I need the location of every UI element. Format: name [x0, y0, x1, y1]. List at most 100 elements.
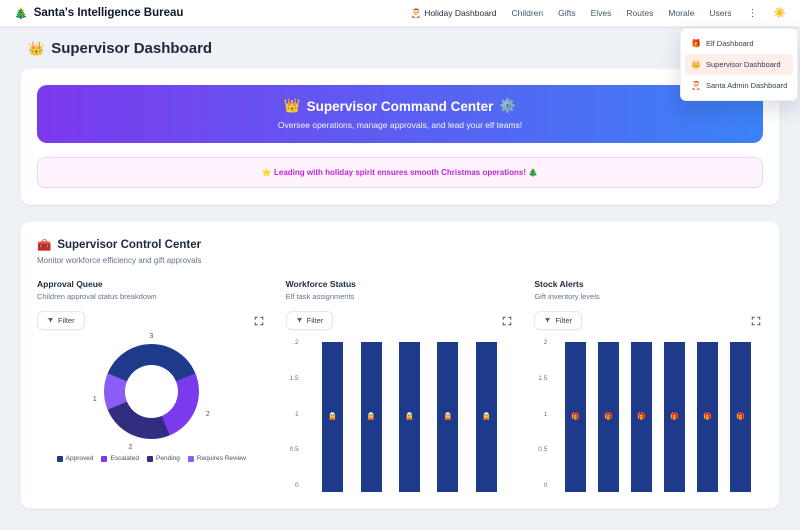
bar[interactable]: 🧝 — [360, 342, 382, 492]
expand-icon — [254, 316, 263, 325]
bar[interactable]: 🎁 — [730, 342, 752, 492]
nav-item-morale[interactable]: Morale — [668, 8, 695, 18]
y-tick: 2 — [543, 339, 548, 346]
expand-icon — [751, 316, 761, 325]
y-tick: 0 — [295, 482, 299, 489]
workforce-bar-chart[interactable]: 2 1.5 1 0.5 0 🧝 🧝 🧝 🧝 🧝 — [286, 339, 515, 492]
command-center-banner: 👑 Supervisor Command Center ⚙️ Oversee o… — [37, 85, 763, 143]
legend-label: Approved — [65, 455, 94, 462]
gift-icon: 🎁 — [691, 39, 701, 48]
y-axis: 2 1.5 1 0.5 0 — [286, 339, 301, 492]
kebab-menu-icon[interactable]: ⋮ — [747, 7, 758, 19]
legend-swatch — [147, 455, 154, 462]
panel-subtitle: Children approval status breakdown — [37, 292, 157, 301]
legend-label: Pending — [156, 455, 180, 462]
bar[interactable]: 🎁 — [697, 342, 719, 492]
elf-icon: 🧝 — [328, 413, 337, 421]
gift-icon: 🎁 — [637, 413, 647, 421]
chart-legend: Approved Escalated Pending Requires Revi… — [37, 455, 266, 462]
dropdown-item-santa-admin-dashboard[interactable]: 🎅 Santa Admin Dashboard — [685, 75, 793, 96]
donut-chart-area: 3 2 2 1 — [37, 333, 266, 451]
funnel-icon — [545, 318, 551, 323]
y-tick: 0.5 — [538, 446, 548, 454]
bar[interactable]: 🎁 — [631, 342, 653, 492]
panel-toolbar: Filter — [285, 311, 515, 330]
slice-value-label: 3 — [149, 333, 154, 340]
filter-button[interactable]: Filter — [37, 311, 85, 330]
control-center-title: 🧰 Supervisor Control Center — [37, 238, 763, 252]
christmas-tree-icon: 🎄 — [14, 7, 28, 20]
bar[interactable]: 🎁 — [565, 342, 587, 492]
panel-toolbar: Filter — [37, 311, 266, 330]
santa-icon: 🎅 — [691, 81, 701, 90]
elf-icon: 🧝 — [481, 413, 491, 421]
nav-item-holiday-dashboard[interactable]: 🎅 Holiday Dashboard — [411, 8, 497, 19]
expand-icon — [503, 316, 512, 325]
panel-title: Workforce Status — [285, 279, 356, 289]
dashboard-dropdown-menu: 🎁 Elf Dashboard 👑 Supervisor Dashboard 🎅… — [680, 28, 798, 101]
legend-item-escalated[interactable]: Escalated — [101, 455, 139, 462]
dropdown-item-supervisor-dashboard[interactable]: 👑 Supervisor Dashboard — [685, 54, 793, 75]
gift-icon: 🎁 — [571, 413, 581, 421]
gift-icon: 🎁 — [670, 413, 679, 421]
nav-item-routes[interactable]: Routes — [626, 8, 654, 18]
expand-button[interactable] — [252, 314, 266, 328]
dropdown-item-label: Supervisor Dashboard — [705, 60, 781, 69]
nav-item-elves[interactable]: Elves — [590, 8, 612, 18]
nav-item-label: Holiday Dashboard — [424, 8, 497, 18]
nav-item-children[interactable]: Children — [511, 8, 544, 18]
filter-label: Filter — [555, 316, 572, 325]
legend-item-approved[interactable]: Approved — [56, 455, 94, 462]
y-tick: 2 — [295, 339, 299, 346]
elf-icon: 🧝 — [405, 413, 414, 421]
control-center-subtitle: Monitor workforce efficiency and gift ap… — [37, 256, 202, 265]
gear-icon: ⚙️ — [499, 98, 517, 113]
approval-queue-panel: Approval Queue Children approval status … — [37, 279, 266, 492]
nav-item-users[interactable]: Users — [709, 8, 732, 18]
bar[interactable]: 🎁 — [598, 342, 620, 492]
panel-title: Stock Alerts — [534, 279, 584, 289]
filter-label: Filter — [306, 316, 324, 325]
bars-area: 🎁 🎁 🎁 🎁 🎁 🎁 — [553, 342, 763, 492]
dropdown-item-elf-dashboard[interactable]: 🎁 Elf Dashboard — [685, 33, 793, 54]
workforce-status-panel: Workforce Status Elf task assignments Fi… — [285, 279, 515, 492]
filter-button[interactable]: Filter — [285, 311, 334, 330]
top-nav: 🎄 Santa's Intelligence Bureau 🎅 Holiday … — [0, 0, 800, 27]
nav-item-gifts[interactable]: Gifts — [558, 8, 576, 18]
legend-item-pending[interactable]: Pending — [147, 455, 180, 462]
theme-toggle-sun-icon[interactable]: ☀️ — [773, 7, 786, 19]
gift-icon: 🎁 — [604, 413, 614, 421]
nav-menu: 🎅 Holiday Dashboard Children Gifts Elves… — [411, 8, 786, 19]
control-center-title-text: Supervisor Control Center — [57, 239, 202, 251]
legend-item-requires-review[interactable]: Requires Review — [187, 455, 246, 462]
elf-icon: 🧝 — [443, 413, 453, 421]
expand-button[interactable] — [749, 314, 763, 328]
bar[interactable]: 🧝 — [322, 342, 344, 492]
legend-swatch — [56, 455, 63, 462]
y-tick: 1 — [295, 410, 299, 418]
slice-value-label: 2 — [205, 410, 210, 418]
funnel-icon — [47, 318, 54, 323]
y-tick: 1 — [543, 410, 548, 418]
brand: 🎄 Santa's Intelligence Bureau — [14, 7, 183, 20]
stock-bar-chart[interactable]: 2 1.5 1 0.5 0 🎁 🎁 🎁 🎁 🎁 🎁 — [534, 339, 763, 492]
control-center-card: 🧰 Supervisor Control Center Monitor work… — [20, 221, 780, 509]
brand-title: Santa's Intelligence Bureau — [33, 7, 184, 19]
bars-area: 🧝 🧝 🧝 🧝 🧝 — [305, 342, 515, 492]
bar[interactable]: 🧝 — [398, 342, 420, 492]
elf-icon: 🧝 — [366, 413, 376, 421]
bar[interactable]: 🎁 — [664, 342, 686, 492]
bar[interactable]: 🧝 — [475, 342, 497, 492]
gift-icon: 🎁 — [736, 413, 745, 421]
expand-button[interactable] — [500, 314, 514, 328]
approval-donut[interactable]: 3 2 2 1 — [93, 333, 210, 451]
panel-toolbar: Filter — [534, 311, 763, 330]
filter-button[interactable]: Filter — [534, 311, 582, 330]
panel-subtitle: Gift inventory levels — [534, 292, 600, 301]
bar[interactable]: 🧝 — [437, 342, 459, 492]
slice-value-label: 1 — [92, 396, 97, 404]
dropdown-item-label: Elf Dashboard — [705, 39, 754, 48]
y-tick: 0 — [543, 482, 548, 489]
gift-icon: 🎁 — [703, 413, 712, 421]
command-center-card: 👑 Supervisor Command Center ⚙️ Oversee o… — [20, 68, 780, 205]
